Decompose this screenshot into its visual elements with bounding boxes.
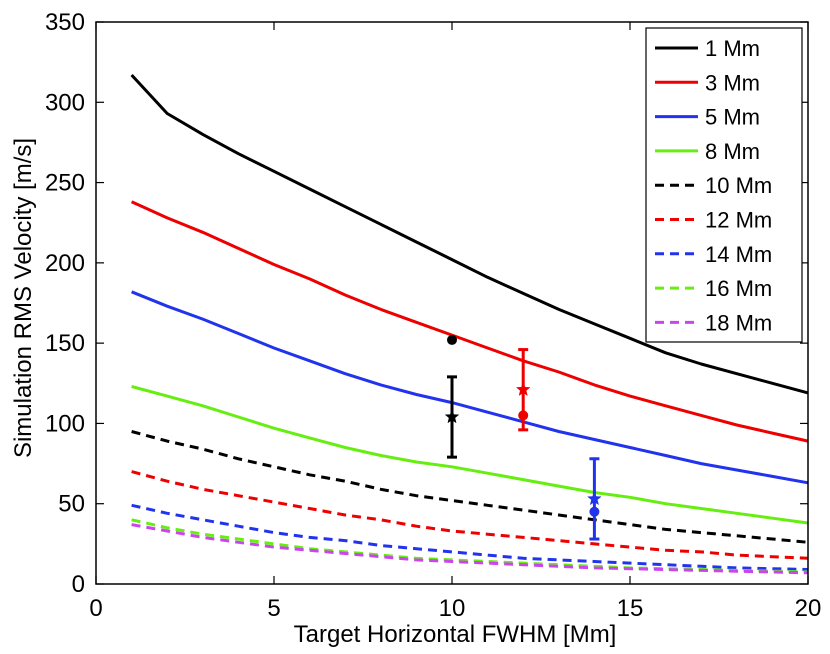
series-layer: [130, 73, 809, 575]
legend-label: 12 Mm: [705, 208, 772, 233]
star-marker-1: [515, 382, 531, 396]
y-tick-label: 0: [72, 571, 85, 598]
x-axis-title: Target Horizontal FWHM [Mm]: [294, 621, 617, 648]
dot-marker-1: [518, 410, 529, 421]
star-marker-2: [587, 491, 602, 506]
y-tick-label: 150: [45, 330, 85, 357]
legend-label: 10 Mm: [705, 173, 772, 198]
legend: 1 Mm 3 Mm 5 Mm 8 Mm 10 Mm 12 Mm 14 Mm 16 Mm 18 M…: [645, 27, 803, 343]
x-tick-label: 10: [439, 595, 466, 622]
legend-label: 1 Mm: [705, 36, 760, 61]
x-tick-label: 0: [89, 595, 102, 622]
y-tick-label: 250: [45, 170, 85, 197]
series-line-3-mm: [130, 200, 809, 443]
legend-label: 18 Mm: [705, 310, 772, 335]
legend-label: 5 Mm: [705, 105, 760, 130]
x-tick-label: 5: [267, 595, 280, 622]
y-tick-label: 200: [45, 250, 85, 277]
x-tick-label: 15: [617, 595, 644, 622]
y-tick-label: 350: [45, 9, 85, 36]
dot-marker-2: [589, 506, 600, 517]
series-line-12-mm: [131, 470, 809, 560]
series-line-5-mm: [131, 290, 809, 485]
y-tick-label: 100: [45, 410, 85, 437]
observations-layer: [444, 334, 602, 541]
star-marker-0: [444, 409, 460, 424]
y-axis-title: Simulation RMS Velocity [m/s]: [10, 138, 37, 458]
y-tick-label: 50: [58, 491, 85, 518]
legend-label: 8 Mm: [705, 139, 760, 164]
legend-label: 3 Mm: [705, 70, 760, 95]
series-line-10-mm: [131, 430, 809, 544]
dot-marker-0: [447, 334, 457, 345]
y-tick-label: 300: [45, 89, 85, 116]
series-line-1-mm: [130, 73, 809, 395]
legend-label: 16 Mm: [705, 276, 772, 301]
x-tick-label: 20: [795, 595, 822, 622]
legend-label: 14 Mm: [705, 242, 772, 267]
series-line-8-mm: [131, 385, 809, 525]
